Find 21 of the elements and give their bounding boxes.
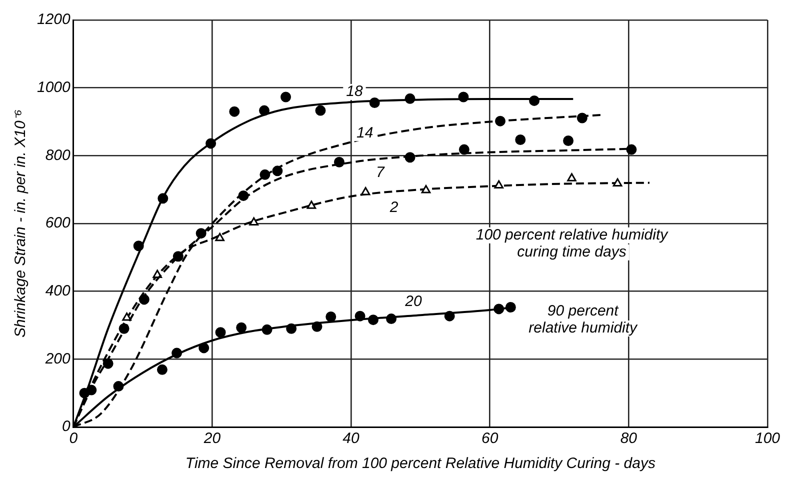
x-tick-label: 20 (202, 430, 222, 448)
x-axis-title: Time Since Removal from 100 percent Relative Humidity Curing - days (185, 455, 656, 472)
y-tick-label: 600 (45, 214, 72, 232)
annotation: 2 (388, 199, 399, 216)
y-tick-label: 400 (45, 282, 72, 300)
x-tick-label: 60 (481, 430, 499, 448)
y-tick-label: 0 (62, 418, 72, 436)
y-axis-title: Shrinkage Strain - in. per in. X10⁻⁶ (12, 109, 30, 338)
annotation: 100 percent relative humidity curing time days (476, 226, 670, 261)
annotation: 90 percent relative humidity (528, 302, 639, 337)
x-tick-label: 80 (620, 430, 638, 448)
y-tick-label: 1000 (36, 79, 72, 96)
annotation: 20 (404, 293, 422, 310)
y-tick-label: 800 (45, 146, 72, 164)
annotation: 14 (356, 124, 374, 142)
annotation: 18 (346, 83, 364, 100)
annotation: 7 (376, 164, 385, 181)
y-tick-label: 200 (44, 350, 72, 368)
y-tick-label: 1200 (36, 11, 72, 28)
x-tick-label: 100 (754, 430, 781, 448)
x-tick-label: 40 (342, 430, 360, 448)
